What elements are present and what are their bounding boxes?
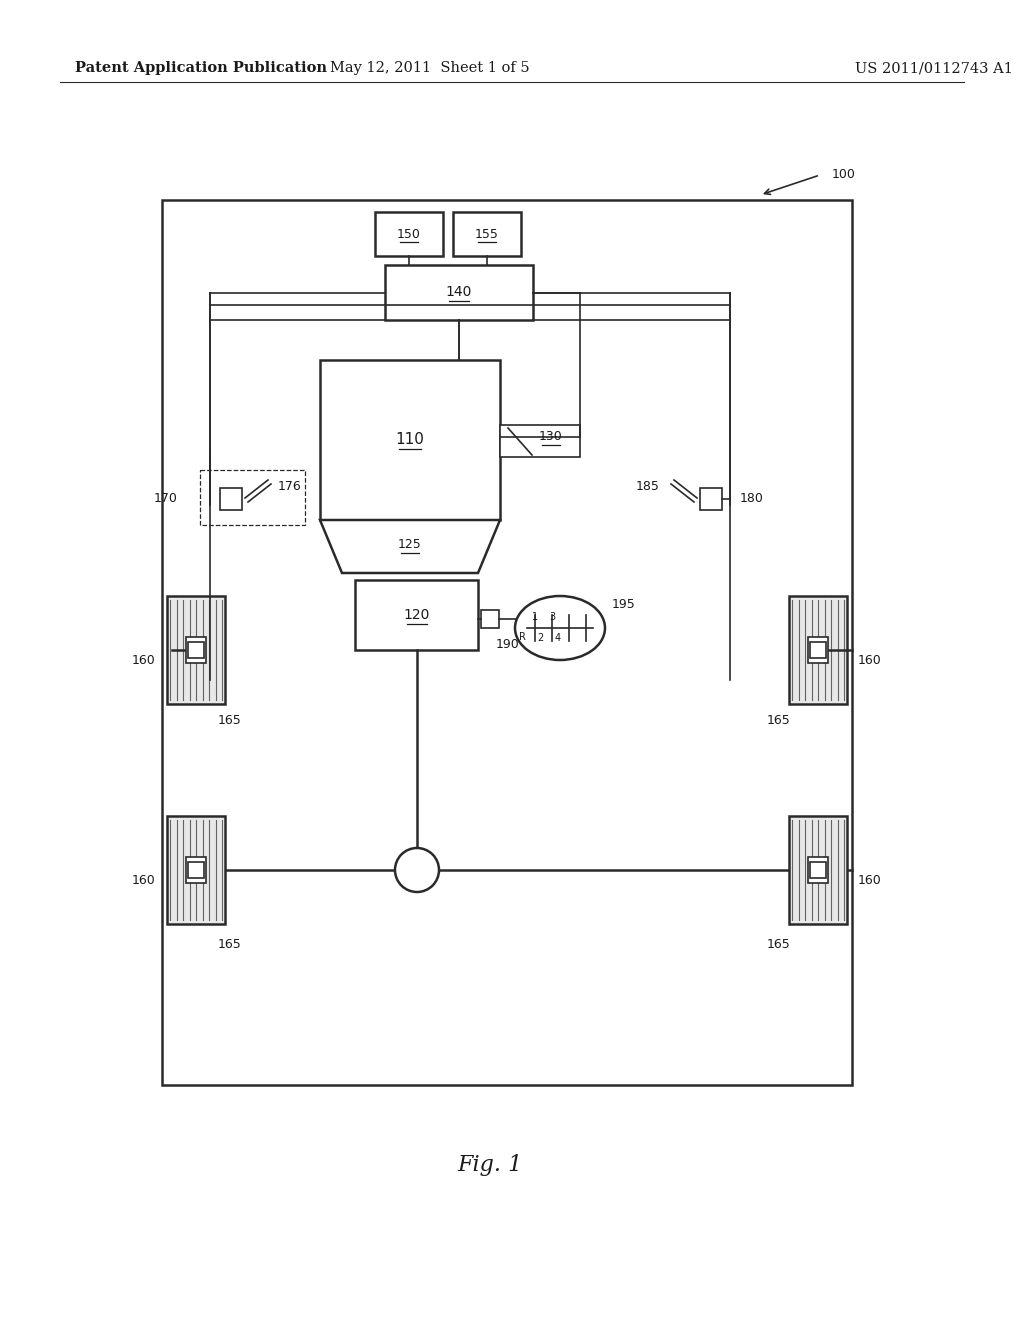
Bar [810, 862, 826, 878]
Text: 176: 176 [278, 479, 302, 492]
Bar [700, 488, 722, 510]
Text: Patent Application Publication: Patent Application Publication [75, 61, 327, 75]
Text: 165: 165 [218, 714, 242, 726]
Text: 160: 160 [858, 874, 882, 887]
Text: 2: 2 [537, 634, 543, 643]
Bar [355, 579, 478, 649]
Text: 165: 165 [766, 939, 790, 952]
Text: 185: 185 [636, 479, 660, 492]
Bar [810, 642, 826, 657]
Text: 155: 155 [475, 227, 499, 240]
Bar [167, 597, 225, 704]
Bar [186, 638, 206, 663]
Text: 4: 4 [555, 634, 561, 643]
Text: R: R [518, 632, 525, 642]
Text: 140: 140 [445, 285, 472, 300]
Text: 165: 165 [766, 714, 790, 726]
Bar [453, 213, 521, 256]
Bar [375, 213, 443, 256]
Bar [162, 201, 852, 1085]
Bar [167, 816, 225, 924]
Ellipse shape [515, 597, 605, 660]
Bar [481, 610, 499, 628]
Bar [220, 488, 242, 510]
Polygon shape [319, 520, 500, 573]
Bar [808, 857, 828, 883]
Text: 165: 165 [218, 939, 242, 952]
Text: Fig. 1: Fig. 1 [458, 1154, 522, 1176]
Text: 160: 160 [131, 653, 155, 667]
Text: 3: 3 [549, 612, 555, 622]
Text: 120: 120 [403, 609, 430, 622]
Text: 160: 160 [131, 874, 155, 887]
Text: 1: 1 [531, 612, 538, 622]
Bar [188, 862, 204, 878]
Text: 130: 130 [539, 430, 563, 444]
Text: 160: 160 [858, 653, 882, 667]
Text: 180: 180 [740, 492, 764, 506]
Text: 125: 125 [398, 539, 422, 552]
Bar [790, 816, 847, 924]
Text: 100: 100 [831, 169, 856, 181]
Bar [500, 425, 580, 457]
Bar [186, 857, 206, 883]
Text: US 2011/0112743 A1: US 2011/0112743 A1 [855, 61, 1013, 75]
Text: May 12, 2011  Sheet 1 of 5: May 12, 2011 Sheet 1 of 5 [330, 61, 529, 75]
Bar [808, 638, 828, 663]
Text: 190: 190 [496, 639, 520, 652]
Circle shape [395, 847, 439, 892]
Bar [188, 642, 204, 657]
Text: 195: 195 [612, 598, 636, 611]
Bar [385, 265, 534, 319]
Text: 110: 110 [395, 433, 424, 447]
Bar [790, 597, 847, 704]
Text: 170: 170 [155, 492, 178, 506]
Text: 150: 150 [397, 227, 421, 240]
Bar [319, 360, 500, 520]
